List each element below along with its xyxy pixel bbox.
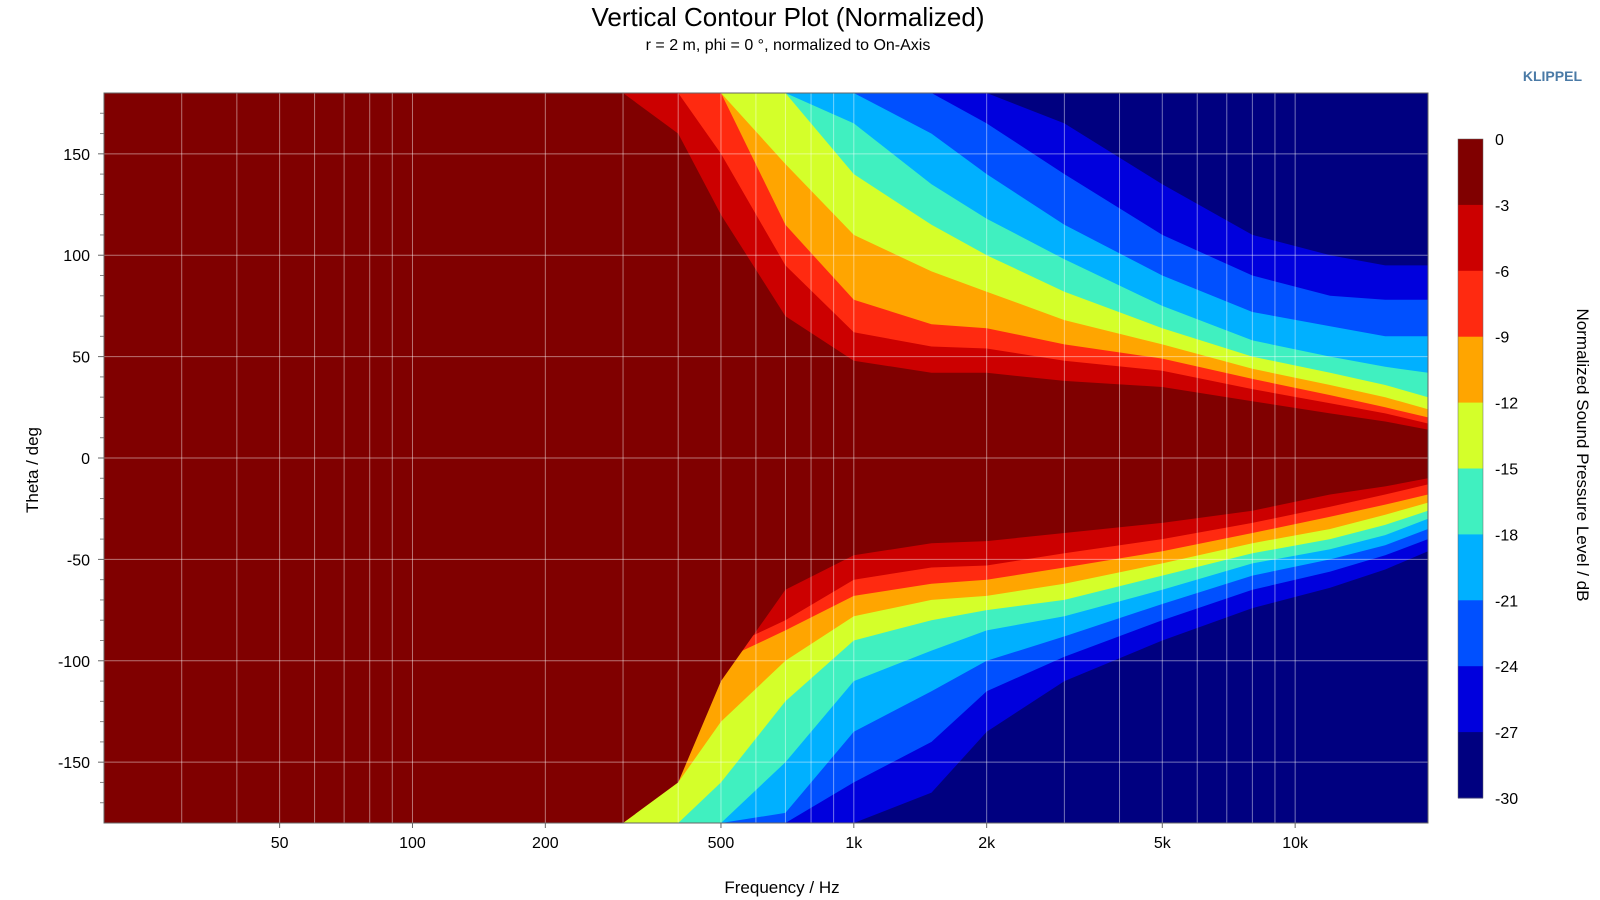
x-axis-label: Frequency / Hz — [724, 878, 840, 897]
colorbar-tick-label: -12 — [1495, 396, 1518, 413]
colorbar-label: Normalized Sound Pressure Level / dB — [1573, 308, 1592, 602]
colorbar-swatch — [1458, 336, 1483, 404]
colorbar-tick-label: -6 — [1495, 264, 1509, 281]
y-tick-label: -100 — [58, 654, 90, 671]
chart-title: Vertical Contour Plot (Normalized) — [591, 2, 985, 32]
colorbar-swatch — [1458, 270, 1483, 338]
colorbar-swatch — [1458, 732, 1483, 799]
y-tick-label: -150 — [58, 755, 90, 772]
colorbar-frame — [1457, 138, 1484, 799]
colorbar-swatch — [1458, 139, 1483, 206]
y-tick-label: 100 — [63, 248, 90, 265]
colorbar-tick-label: -15 — [1495, 462, 1518, 479]
x-tick-label: 10k — [1282, 835, 1309, 852]
colorbar-tick-label: -3 — [1495, 198, 1509, 215]
colorbar-tick-label: -24 — [1495, 659, 1518, 676]
y-axis-label: Theta / deg — [23, 426, 42, 514]
colorbar-swatch — [1458, 204, 1483, 272]
x-tick-label: 500 — [708, 835, 735, 852]
colorbar-swatch — [1458, 534, 1483, 601]
colorbar-tick-label: 0 — [1495, 132, 1504, 149]
colorbar-swatch — [1458, 600, 1483, 667]
x-tick-label: 5k — [1154, 835, 1172, 852]
x-tick-label: 2k — [978, 835, 996, 852]
colorbar-tick-label: -27 — [1495, 725, 1518, 742]
colorbar-swatch — [1458, 468, 1483, 535]
colorbar-swatch — [1458, 402, 1483, 469]
y-tick-label: -50 — [67, 552, 90, 569]
colorbar-swatch — [1458, 666, 1483, 733]
colorbar-tick-label: -9 — [1495, 330, 1509, 347]
colorbar-tick-label: -21 — [1495, 593, 1518, 610]
x-tick-label: 100 — [399, 835, 426, 852]
y-tick-label: 150 — [63, 147, 90, 164]
x-tick-label: 200 — [532, 835, 559, 852]
colorbar-tick-label: -30 — [1495, 791, 1518, 808]
x-tick-label: 50 — [271, 835, 289, 852]
chart-subtitle: r = 2 m, phi = 0 °, normalized to On-Axi… — [645, 37, 931, 54]
contour-band-m3db — [104, 93, 1428, 823]
y-tick-label: 0 — [81, 451, 90, 468]
colorbar-tick-label: -18 — [1495, 527, 1518, 544]
x-tick-label: 1k — [845, 835, 863, 852]
brand-label: KLIPPEL — [1522, 68, 1582, 84]
y-tick-label: 50 — [72, 350, 90, 367]
